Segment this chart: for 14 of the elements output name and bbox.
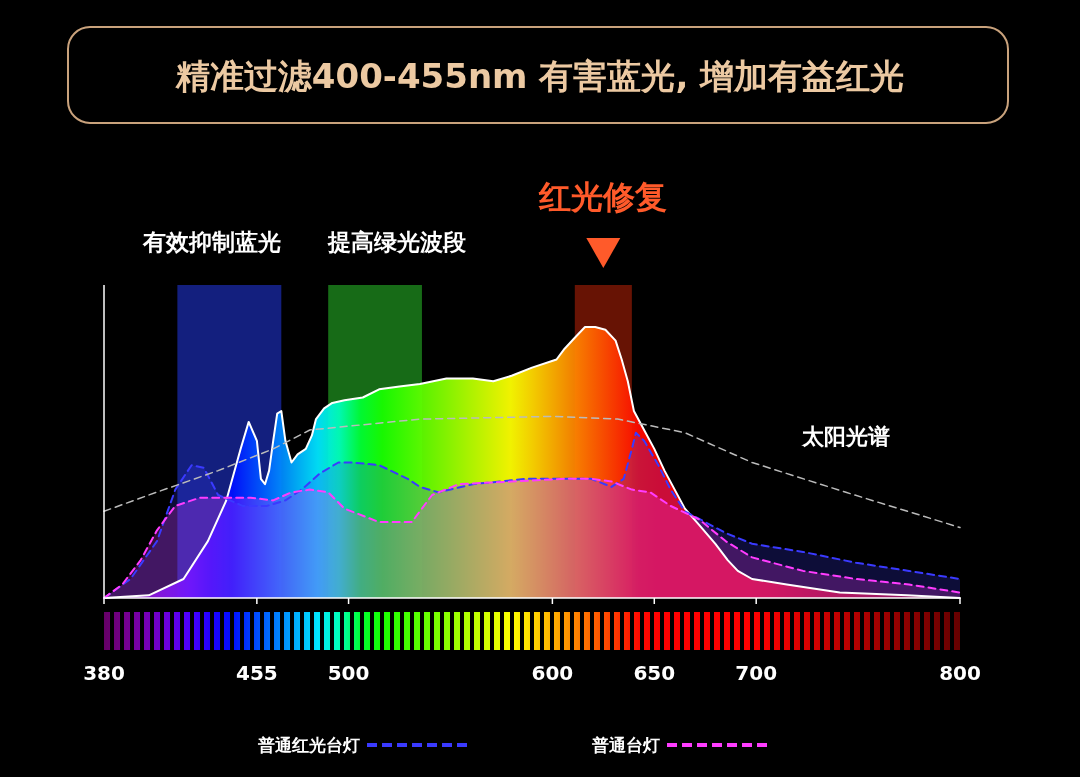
band-label: 提高绿光波段 (327, 229, 468, 255)
x-tick-label: 700 (735, 661, 778, 685)
legend-label: 普通红光台灯 (257, 735, 360, 755)
x-tick-label: 455 (235, 661, 278, 685)
x-tick-label: 600 (531, 661, 574, 685)
x-tick-label: 800 (939, 661, 981, 685)
band-label: 有效抑制蓝光 (142, 229, 282, 255)
chart-title: 精准过滤400-455nm 有害蓝光, 增加有益红光 (174, 56, 905, 96)
x-tick-label: 500 (327, 661, 370, 685)
x-tick-label: 650 (633, 661, 676, 685)
x-tick-label: 380 (83, 661, 125, 685)
series-label: 太阳光谱 (800, 424, 890, 450)
band-label: 红光修复 (538, 178, 668, 216)
legend-label: 普通台灯 (591, 735, 660, 755)
